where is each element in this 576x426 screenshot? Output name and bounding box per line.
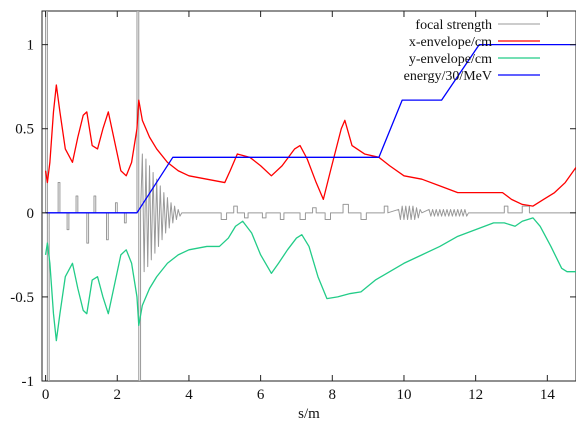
y-tick-label: 1 <box>27 38 35 54</box>
series-line-focal-strength <box>42 11 576 381</box>
legend: focal strength x-envelope/cm y-envelope/cm… <box>404 18 540 84</box>
axis-ticks: 0 2 4 6 8 10 12 14 -1 -0.5 0 0.5 1 <box>10 11 576 403</box>
x-axis-label: s/m <box>298 406 320 422</box>
series-line-x-envelope <box>44 84 576 207</box>
y-tick-label: -1 <box>22 374 35 390</box>
legend-label-x-envelope: x-envelope/cm <box>409 35 492 50</box>
y-tick-label: -0.5 <box>10 290 34 306</box>
x-tick-label: 10 <box>396 387 411 403</box>
legend-label-energy: energy/30/MeV <box>404 69 492 84</box>
x-tick-label: 14 <box>540 387 556 403</box>
series-line-y-envelope <box>44 217 576 342</box>
x-tick-label: 12 <box>468 387 483 403</box>
x-tick-label: 4 <box>185 387 193 403</box>
x-tick-label: 2 <box>114 387 122 403</box>
legend-label-y-envelope: y-envelope/cm <box>409 52 492 67</box>
plot-frame <box>41 10 576 382</box>
y-tick-label: 0.5 <box>15 122 34 138</box>
x-tick-label: 8 <box>329 387 337 403</box>
series-layer <box>42 11 576 381</box>
x-tick-label: 6 <box>257 387 265 403</box>
series-line-energy <box>45 43 576 214</box>
x-tick-label: 0 <box>42 387 50 403</box>
legend-label-focal-strength: focal strength <box>415 18 492 33</box>
y-tick-label: 0 <box>27 206 35 222</box>
